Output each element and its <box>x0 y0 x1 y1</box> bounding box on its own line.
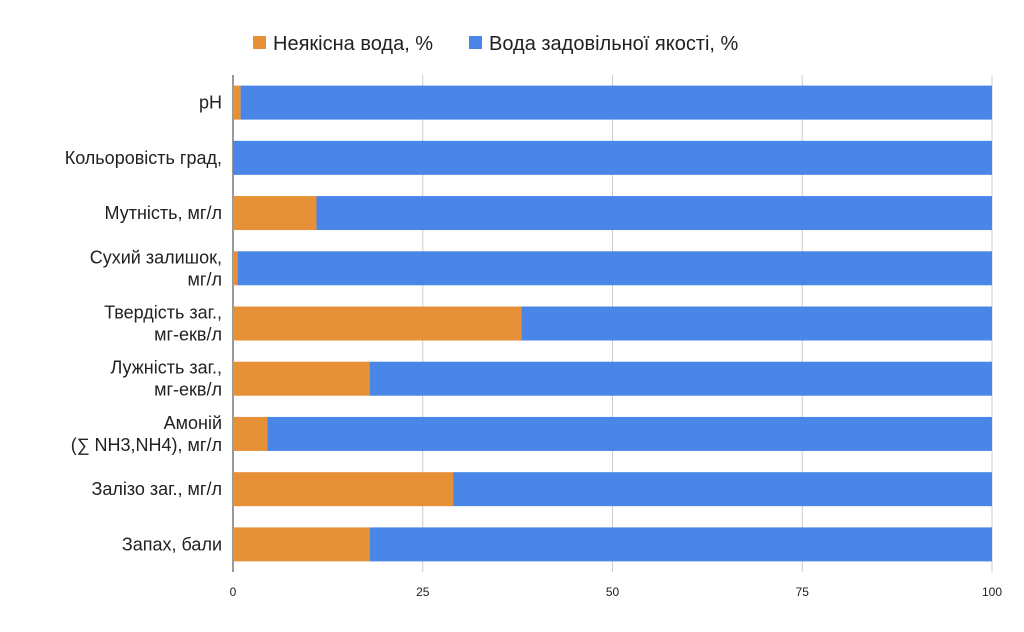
bar-segment-series-0 <box>233 472 454 507</box>
bar-segment-series-1 <box>453 472 992 507</box>
legend-label: Неякісна вода, % <box>273 33 433 55</box>
bar-segment-series-1 <box>369 361 992 396</box>
legend: Неякісна вода, % Вода задовільної якості,… <box>253 33 739 55</box>
category-labels: pH Кольоровість град, Мутність, мг/л Сухий … <box>65 93 222 555</box>
x-tick-label: 0 <box>230 585 237 599</box>
x-tick-label: 100 <box>982 585 1002 599</box>
category-label: pH <box>199 93 222 113</box>
bar-segment-series-1 <box>316 196 992 231</box>
category-label: мг-екв/л <box>154 325 222 345</box>
category-label: мг-екв/л <box>154 380 222 400</box>
legend-swatch <box>469 36 482 49</box>
category-label: Сухий залишок, <box>90 247 222 267</box>
bar-segment-series-1 <box>267 416 992 451</box>
bar-segment-series-0 <box>233 251 238 286</box>
bar-segment-series-0 <box>233 527 370 562</box>
bar-segment-series-0 <box>233 306 522 341</box>
legend-label: Вода задовільної якості, % <box>489 33 739 55</box>
category-label: (∑ NH3,NH4), мг/л <box>71 435 222 455</box>
bar-segment-series-1 <box>369 527 992 562</box>
bar-segment-series-1 <box>233 140 992 175</box>
category-label: Мутність, мг/л <box>105 203 222 223</box>
category-label: Лужність заг., <box>111 358 222 378</box>
x-tick-label: 50 <box>606 585 620 599</box>
category-label: Запах, бали <box>122 534 222 554</box>
category-label: Кольоровість град, <box>65 148 222 168</box>
bar-segment-series-0 <box>233 196 317 231</box>
bar-segment-series-0 <box>233 416 268 451</box>
x-tick-label: 75 <box>796 585 810 599</box>
legend-swatch <box>253 36 266 49</box>
bar-segment-series-1 <box>240 85 993 120</box>
x-axis: 0 25 50 75 100 <box>230 585 1003 599</box>
x-tick-label: 25 <box>416 585 430 599</box>
bar-segment-series-0 <box>233 85 241 120</box>
bars <box>233 85 993 562</box>
bar-segment-series-0 <box>233 361 370 396</box>
bar-segment-series-1 <box>237 251 992 286</box>
category-label: мг/л <box>188 269 222 289</box>
bar-segment-series-1 <box>521 306 992 341</box>
category-label: Твердість заг., <box>104 303 222 323</box>
category-label: Амоній <box>164 413 222 433</box>
category-label: Залізо заг., мг/л <box>91 479 222 499</box>
